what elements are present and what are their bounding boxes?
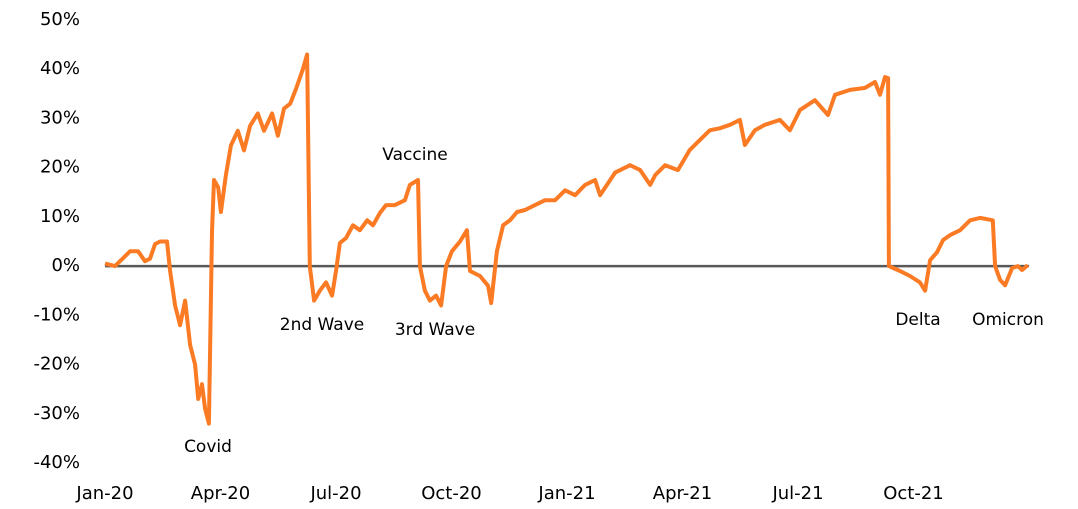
y-tick-label: -20% xyxy=(33,354,80,375)
x-tick-label: Jan-21 xyxy=(537,483,595,504)
y-tick-label: 20% xyxy=(40,157,80,178)
x-tick-label: Jul-20 xyxy=(309,483,361,504)
x-tick-label: Oct-20 xyxy=(421,483,482,504)
annotation: Omicron xyxy=(972,310,1044,330)
y-tick-label: -40% xyxy=(33,452,80,473)
y-tick-label: -30% xyxy=(33,403,80,424)
annotation: Vaccine xyxy=(382,145,447,165)
y-tick-label: 10% xyxy=(40,206,80,227)
x-tick-label: Apr-21 xyxy=(653,483,712,504)
annotation: Delta xyxy=(895,310,940,330)
x-tick-label: Jul-21 xyxy=(771,483,823,504)
x-tick-label: Oct-21 xyxy=(883,483,944,504)
y-tick-label: 40% xyxy=(40,58,80,79)
y-tick-label: 50% xyxy=(40,9,80,30)
annotation: 2nd Wave xyxy=(280,315,364,335)
y-tick-label: -10% xyxy=(33,304,80,325)
x-tick-label: Apr-20 xyxy=(191,483,250,504)
y-tick-label: 30% xyxy=(40,107,80,128)
y-tick-label: 0% xyxy=(51,255,80,276)
line-series xyxy=(104,52,1030,426)
annotation: 3rd Wave xyxy=(395,320,475,340)
x-tick-label: Jan-20 xyxy=(75,483,133,504)
annotation: Covid xyxy=(184,437,232,457)
